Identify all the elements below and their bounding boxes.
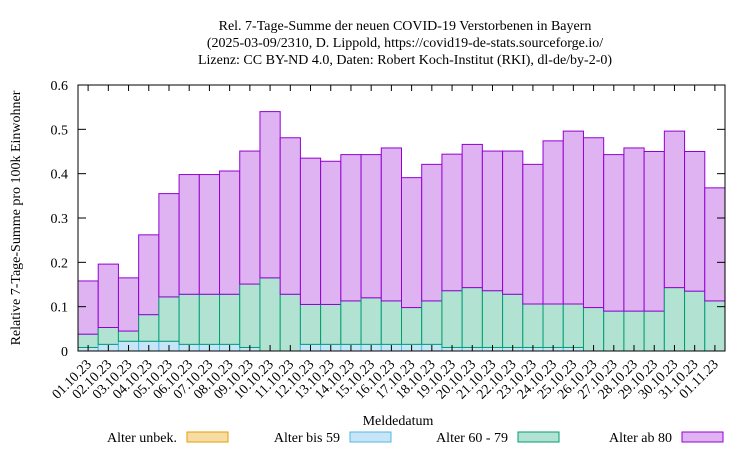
y-tick-label: 0.3 bbox=[51, 212, 69, 227]
bar-18.10.23-series-2 bbox=[421, 300, 443, 345]
plot-frame bbox=[77, 84, 726, 352]
bar-01.11.23-series-2 bbox=[704, 300, 726, 352]
y-axis-label: Relative 7-Tage-Summe pro 100k Einwohner bbox=[9, 90, 24, 345]
bar-05.10.23-series-3 bbox=[158, 193, 180, 298]
bar-12.10.23-series-3 bbox=[299, 157, 322, 305]
bar-23.10.23-series-2 bbox=[522, 303, 544, 348]
bar-23.10.23-series-3 bbox=[522, 163, 544, 305]
bar-10.10.23-series-3 bbox=[259, 111, 281, 279]
bar-09.10.23-series-2 bbox=[239, 283, 261, 348]
y-tick-label: 0.6 bbox=[51, 79, 69, 94]
y-tick-label: 0.4 bbox=[51, 168, 69, 183]
bar-15.10.23-series-2 bbox=[360, 297, 382, 345]
bar-05.10.23-series-2 bbox=[158, 296, 180, 342]
y-axis-ticks: 0 0.1 0.2 0.3 0.4 0.5 0.6 bbox=[51, 79, 725, 360]
bar-08.10.23-series-3 bbox=[219, 170, 241, 295]
bar-08.10.23-series-2 bbox=[219, 293, 241, 345]
bar-09.10.23-series-3 bbox=[239, 150, 261, 285]
bar-01.11.23-series-3 bbox=[704, 187, 726, 302]
bar-14.10.23-series-2 bbox=[340, 300, 362, 345]
bar-17.10.23-series-3 bbox=[401, 177, 423, 309]
title-line-1: Rel. 7-Tage-Summe der neuen COVID-19 Ver… bbox=[219, 19, 592, 34]
bar-02.10.23-series-3 bbox=[97, 263, 119, 329]
bar-04.10.23-series-3 bbox=[138, 234, 160, 316]
title-line-2: (2025-03-09/2310, D. Lippold, https://co… bbox=[207, 36, 603, 51]
bar-16.10.23-series-2 bbox=[380, 300, 402, 345]
bar-19.10.23-series-3 bbox=[441, 153, 463, 292]
x-axis-label: Meldedatum bbox=[363, 414, 434, 429]
bar-12.10.23-series-2 bbox=[299, 303, 322, 345]
bar-31.10.23-series-2 bbox=[684, 290, 706, 352]
y-tick-label: 0.5 bbox=[51, 123, 69, 138]
legend-swatch-3 bbox=[681, 431, 724, 443]
bar-07.10.23-series-3 bbox=[198, 174, 221, 295]
bar-21.10.23-series-3 bbox=[481, 150, 504, 292]
bar-06.10.23-series-3 bbox=[178, 174, 200, 295]
bars bbox=[77, 111, 726, 352]
bar-22.10.23-series-3 bbox=[502, 150, 524, 295]
legend-label-0: Alter unbek. bbox=[107, 431, 177, 446]
bar-03.10.23-series-2 bbox=[117, 330, 140, 342]
bar-20.10.23-series-2 bbox=[461, 287, 483, 348]
bar-26.10.23-series-3 bbox=[582, 137, 605, 309]
bar-24.10.23-series-3 bbox=[542, 140, 564, 305]
bar-02.10.23-series-2 bbox=[97, 327, 119, 345]
legend-swatch-2 bbox=[517, 431, 560, 443]
bar-13.10.23-series-3 bbox=[320, 160, 342, 305]
bar-26.10.23-series-2 bbox=[582, 307, 605, 352]
title-line-3: Lizenz: CC BY-ND 4.0, Daten: Robert Koch… bbox=[198, 53, 612, 68]
legend-label-3: Alter ab 80 bbox=[609, 431, 672, 446]
bar-25.10.23-series-2 bbox=[562, 303, 584, 348]
legend-swatch-0 bbox=[186, 431, 229, 443]
bar-27.10.23-series-3 bbox=[603, 154, 625, 312]
bar-16.10.23-series-3 bbox=[380, 147, 402, 302]
bar-17.10.23-series-2 bbox=[401, 307, 423, 345]
bar-07.10.23-series-2 bbox=[198, 293, 221, 345]
bar-24.10.23-series-2 bbox=[542, 303, 564, 348]
bar-11.10.23-series-3 bbox=[279, 137, 301, 295]
bar-22.10.23-series-2 bbox=[502, 293, 524, 348]
bar-01.10.23-series-3 bbox=[77, 280, 99, 335]
bar-18.10.23-series-3 bbox=[421, 163, 443, 302]
bar-21.10.23-series-2 bbox=[481, 290, 504, 348]
bar-31.10.23-series-3 bbox=[684, 151, 706, 292]
legend-label-1: Alter bis 59 bbox=[274, 431, 340, 446]
bar-03.10.23-series-3 bbox=[117, 277, 140, 332]
bar-30.10.23-series-2 bbox=[663, 287, 686, 352]
bar-11.10.23-series-2 bbox=[279, 293, 301, 352]
bar-28.10.23-series-3 bbox=[623, 147, 645, 312]
legend-label-2: Alter 60 - 79 bbox=[436, 431, 508, 446]
bar-15.10.23-series-3 bbox=[360, 154, 382, 299]
y-tick-label: 0.2 bbox=[51, 256, 69, 271]
bar-20.10.23-series-3 bbox=[461, 143, 483, 289]
chart-title: Rel. 7-Tage-Summe der neuen COVID-19 Ver… bbox=[198, 19, 612, 68]
legend-swatch-1 bbox=[349, 431, 392, 443]
y-tick-label: 0.1 bbox=[51, 301, 69, 316]
y-tick-label: 0 bbox=[61, 345, 68, 360]
bar-14.10.23-series-3 bbox=[340, 154, 362, 302]
bar-30.10.23-series-3 bbox=[663, 130, 686, 289]
bar-06.10.23-series-2 bbox=[178, 293, 200, 345]
bar-25.10.23-series-3 bbox=[562, 130, 584, 305]
bar-29.10.23-series-3 bbox=[643, 151, 665, 312]
bar-10.10.23-series-2 bbox=[259, 277, 281, 352]
bar-04.10.23-series-2 bbox=[138, 314, 160, 342]
bar-19.10.23-series-2 bbox=[441, 290, 463, 348]
legend: Alter unbek. Alter bis 59 Alter 60 - 79 Alt… bbox=[107, 431, 724, 446]
bar-13.10.23-series-2 bbox=[320, 303, 342, 345]
